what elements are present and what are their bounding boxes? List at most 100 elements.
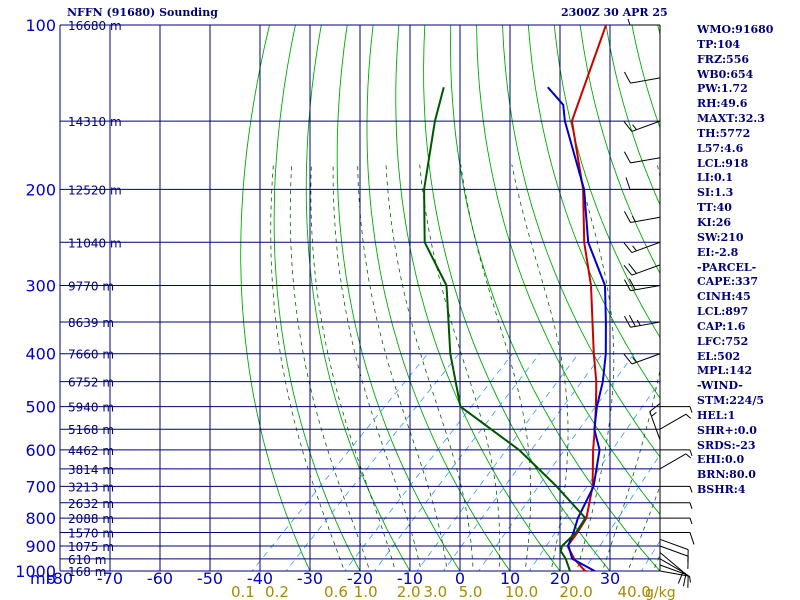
barb-shaft xyxy=(659,558,687,575)
barb-shaft xyxy=(659,413,687,430)
index-item: WMO:91680 xyxy=(697,23,774,36)
index-item: MPL:142 xyxy=(697,364,753,378)
barb-half-flag xyxy=(685,453,692,459)
moist-adiabat xyxy=(310,164,396,571)
mixing-ratio-line xyxy=(583,454,660,571)
height-label: 4462 m xyxy=(68,444,114,458)
index-item: CAPE:337 xyxy=(697,275,758,289)
index-item: STM:224/5 xyxy=(697,394,764,408)
index-item: LCL:918 xyxy=(697,156,749,170)
wind-barb xyxy=(659,564,689,588)
wind-barb xyxy=(649,403,661,440)
wind-barb xyxy=(659,538,689,563)
pressure-tick-label: 600 xyxy=(25,441,56,460)
barb-flag xyxy=(623,121,633,132)
barb-half-flag xyxy=(632,245,637,252)
grid xyxy=(59,24,661,572)
pressure-axis-label: mb xyxy=(30,569,56,588)
height-label: 5940 m xyxy=(68,401,114,415)
wind-barbs xyxy=(623,18,695,588)
barb-shaft xyxy=(659,564,689,576)
moist-adiabats xyxy=(270,164,660,571)
moist-adiabat xyxy=(385,164,474,571)
pressure-tick-label: 700 xyxy=(25,477,56,496)
moist-adiabat xyxy=(576,164,615,571)
pressure-tick-label: 400 xyxy=(25,345,56,364)
temperature-tick-label: -50 xyxy=(197,569,223,588)
barb-half-flag xyxy=(636,319,641,326)
height-label: 1570 m xyxy=(68,526,114,540)
index-item: -WIND- xyxy=(697,379,743,393)
barb-half-flag xyxy=(689,486,693,493)
index-item: CINH:45 xyxy=(697,290,751,304)
index-item: HEL:1 xyxy=(697,408,736,422)
index-item: EHI:0.0 xyxy=(697,453,745,467)
barb-half-flag xyxy=(632,124,637,131)
pressure-tick-label: 900 xyxy=(25,537,56,556)
mixing-ratio-line xyxy=(478,353,635,571)
index-item: WB0:654 xyxy=(697,67,754,81)
barb-flag xyxy=(623,315,631,328)
barb-flag xyxy=(623,242,633,253)
wind-barb xyxy=(659,453,692,470)
height-label: 2632 m xyxy=(68,497,114,511)
barb-half-flag xyxy=(689,517,693,525)
index-item: FRZ:556 xyxy=(697,52,750,66)
temperature-tick-label: 30 xyxy=(600,569,620,588)
temperature-tick-label: -40 xyxy=(247,569,273,588)
barb-half-flag xyxy=(689,576,691,583)
barb-shaft xyxy=(659,552,684,573)
wind-barb xyxy=(627,18,660,26)
wind-barb xyxy=(623,353,661,365)
height-label: 3814 m xyxy=(68,463,114,477)
mixing-ratio-label: 10.0 xyxy=(505,583,538,600)
wind-barb xyxy=(660,517,693,525)
wind-barb xyxy=(660,449,693,457)
wind-barb xyxy=(623,241,661,254)
moist-adiabat xyxy=(419,164,501,571)
mixing-ratio-label: 5.0 xyxy=(459,583,483,600)
barb-shaft xyxy=(659,453,687,470)
index-item: EL:502 xyxy=(697,349,741,363)
barb-flag xyxy=(625,177,631,190)
index-item: MAXT:32.3 xyxy=(697,112,765,126)
temperature-tick-label: -10 xyxy=(397,569,423,588)
dry-adiabat xyxy=(273,25,361,571)
pressure-tick-label: 100 xyxy=(25,16,56,35)
barb-flag xyxy=(689,532,695,545)
index-item: TT:40 xyxy=(697,201,732,215)
height-label: 5168 m xyxy=(68,423,114,437)
barb-flag xyxy=(623,264,633,276)
index-item: LCL:897 xyxy=(697,305,749,319)
wind-barb xyxy=(659,558,687,587)
temperature-tick-label: -20 xyxy=(347,569,373,588)
dewpoint-line xyxy=(423,86,587,571)
dry-adiabat xyxy=(336,25,461,571)
mixing-ratio-label: 1.0 xyxy=(354,583,378,600)
temperature-tick-label: 0 xyxy=(455,569,465,588)
mixing-ratio-line xyxy=(285,353,460,571)
height-label: 2088 m xyxy=(68,512,114,526)
barb-shaft xyxy=(659,570,690,577)
index-item: KI:26 xyxy=(697,215,732,229)
barb-shaft xyxy=(659,545,689,557)
index-item: SI:1.3 xyxy=(697,186,734,200)
mixing-ratio-label: 0.1 xyxy=(231,583,255,600)
wind-barb xyxy=(660,531,695,545)
height-label: 168 m xyxy=(68,565,106,579)
height-label: 9770 m xyxy=(68,280,114,294)
barb-half-flag xyxy=(651,411,657,417)
barb-flag xyxy=(623,71,631,84)
barb-half-flag xyxy=(689,406,693,413)
temperature-tick-label: 20 xyxy=(550,569,570,588)
index-item: CAP:1.6 xyxy=(697,319,746,333)
wind-barb xyxy=(660,485,693,493)
station-title: NFFN (91680) Sounding xyxy=(67,6,218,19)
barb-shaft xyxy=(630,77,661,84)
mixing-ratio-unit: g/kg xyxy=(645,585,676,600)
height-label: 7660 m xyxy=(68,348,114,362)
barb-flag xyxy=(623,151,631,164)
barb-shaft xyxy=(630,157,661,164)
index-item: SHR+:0.0 xyxy=(697,423,757,437)
